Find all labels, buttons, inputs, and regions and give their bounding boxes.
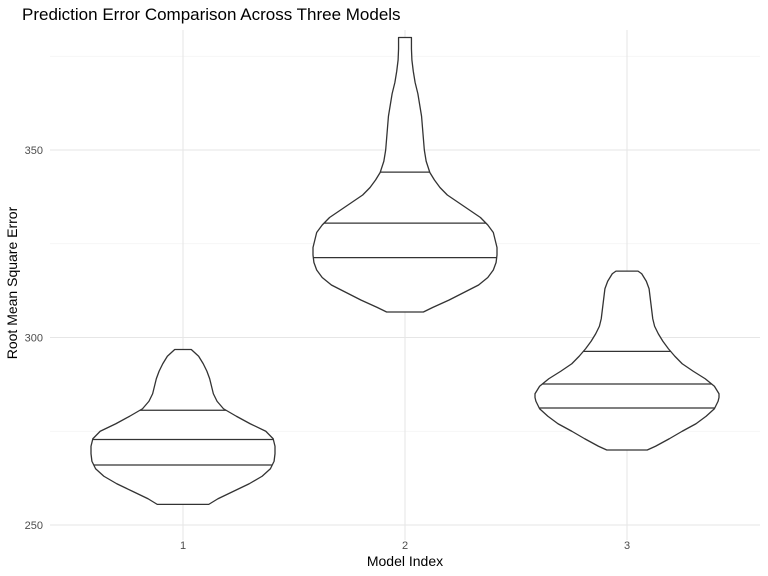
- violins: [90, 36, 720, 506]
- tick-labels: 250 300 350 1 2 3: [25, 145, 630, 552]
- x-tick-label: 3: [624, 540, 630, 552]
- chart-title: Prediction Error Comparison Across Three…: [22, 5, 401, 24]
- y-tick-label: 250: [25, 520, 43, 532]
- y-tick-label: 300: [25, 333, 43, 345]
- x-tick-label: 2: [402, 540, 408, 552]
- violin-model-1: [90, 348, 276, 506]
- y-tick-label: 350: [25, 145, 43, 157]
- y-axis-title: Root Mean Square Error: [4, 206, 20, 359]
- x-tick-label: 1: [180, 540, 186, 552]
- violin-model-2: [312, 36, 498, 313]
- x-axis-title: Model Index: [367, 553, 443, 569]
- violin-model-3: [534, 270, 720, 451]
